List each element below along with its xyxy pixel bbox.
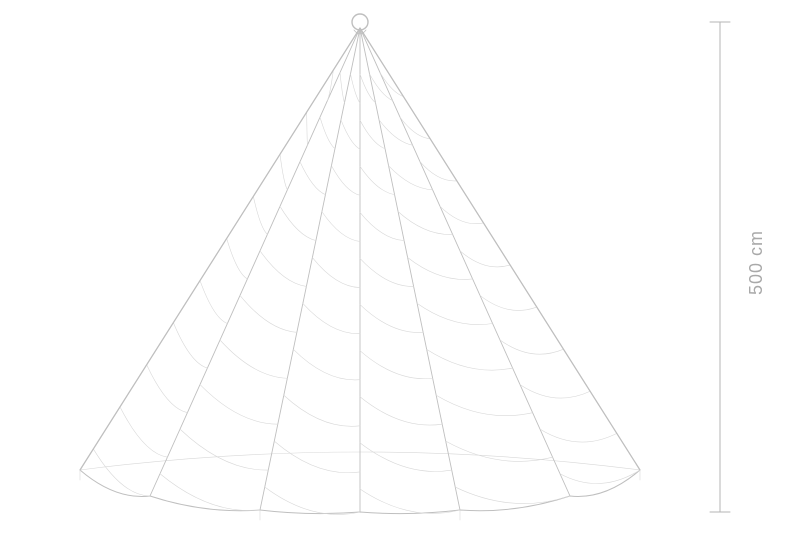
diagram-canvas: 500 cm [0,0,800,533]
height-dimension-label: 500 cm [746,230,767,295]
line-drawing-svg [0,0,800,533]
